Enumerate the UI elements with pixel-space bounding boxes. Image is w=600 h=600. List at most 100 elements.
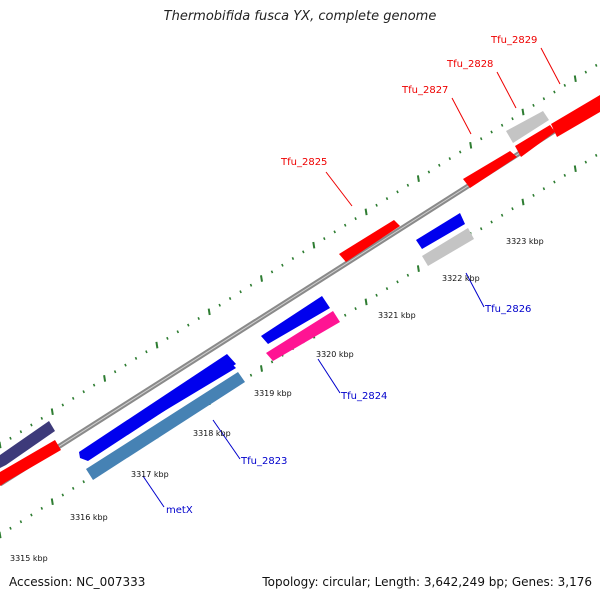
tick-minor: [61, 493, 65, 497]
tick-minor: [406, 183, 410, 187]
tick-minor: [291, 256, 295, 261]
tick-minor: [584, 70, 588, 74]
scale-label: 3320 kbp: [316, 350, 354, 359]
tick-minor: [40, 506, 44, 510]
gene-feature-tfu-2826[interactable]: [422, 228, 474, 266]
gene-label-tfu-2823[interactable]: Tfu_2823: [240, 456, 287, 467]
gene-feature-tfu-2824-blue[interactable]: [261, 296, 330, 344]
tick-major: [50, 408, 54, 416]
tick-major: [155, 341, 159, 349]
gene-feature-tfu-2823-b[interactable]: [149, 359, 236, 416]
map-title: Thermobifida fusca YX, complete genome: [163, 9, 437, 24]
tick-minor: [490, 130, 493, 134]
gene-feature-purple[interactable]: [0, 421, 55, 468]
tick-minor: [511, 207, 514, 211]
tick-minor: [500, 213, 504, 217]
tick-minor: [30, 513, 33, 517]
tick-minor: [375, 293, 378, 297]
gene-feature-metx[interactable]: [86, 372, 245, 480]
tick-major: [573, 165, 577, 173]
tick-minor: [438, 163, 441, 167]
gene-feature-tfu-2824[interactable]: [266, 311, 340, 361]
gene-label-tfu-2826[interactable]: Tfu_2826: [484, 304, 531, 315]
tick-minor: [479, 137, 483, 141]
tick-minor: [82, 480, 85, 484]
tick-major: [0, 531, 2, 539]
tick-minor: [396, 280, 399, 284]
tick-major: [260, 275, 263, 282]
tick-minor: [9, 436, 12, 440]
tick-minor: [354, 217, 357, 221]
gene-label-tfu-2828[interactable]: Tfu_2828: [446, 59, 493, 70]
tick-minor: [270, 270, 274, 274]
tick-minor: [490, 220, 493, 224]
gene-feature-tfu-2825[interactable]: [339, 220, 400, 262]
tick-minor: [385, 287, 389, 291]
scale-label: 3323 kbp: [506, 237, 544, 246]
tick-minor: [323, 237, 326, 241]
tick-major: [260, 365, 263, 372]
gene-label-tfu-2829[interactable]: Tfu_2829: [490, 35, 537, 46]
tick-minor: [30, 423, 33, 427]
gene-feature-grey-upper[interactable]: [506, 111, 549, 143]
gene-label-tfu-2824[interactable]: Tfu_2824: [340, 391, 387, 402]
tick-major: [573, 75, 577, 83]
tick-minor: [197, 316, 200, 321]
tick-minor: [479, 227, 483, 231]
gene-label-tfu-2825[interactable]: Tfu_2825: [280, 157, 327, 168]
tick-minor: [594, 63, 598, 67]
tick-minor: [542, 187, 546, 191]
tick-minor: [61, 403, 65, 407]
tick-major: [469, 141, 473, 149]
tick-minor: [354, 307, 357, 311]
label-connectors: [142, 47, 561, 508]
gene-feature-tfu-2826-blue[interactable]: [416, 213, 465, 249]
genome-summary-text: Topology: circular; Length: 3,642,249 bp…: [262, 575, 592, 589]
tick-major: [50, 498, 54, 506]
tick-minor: [239, 290, 242, 294]
tick-minor: [563, 83, 567, 87]
gene-labels: Tfu_2825 Tfu_2827 Tfu_2828 Tfu_2829 Tfu_…: [166, 35, 537, 516]
tick-minor: [448, 157, 452, 161]
tick-minor: [542, 97, 546, 101]
tick-minor: [406, 273, 410, 277]
tick-major: [207, 308, 211, 316]
tick-minor: [40, 416, 44, 420]
tick-minor: [71, 486, 75, 490]
gene-label-tfu-2827[interactable]: Tfu_2827: [401, 85, 448, 96]
tick-minor: [228, 296, 232, 301]
tick-major: [521, 108, 525, 116]
scale-label: 3322 kbp: [442, 274, 480, 283]
tick-minor: [9, 526, 12, 530]
tick-minor: [92, 383, 96, 387]
tick-major: [312, 241, 316, 249]
tick-minor: [187, 323, 190, 327]
gene-feature-tfu-2828[interactable]: [515, 125, 555, 157]
tick-major: [364, 208, 368, 216]
tick-minor: [302, 250, 305, 254]
tick-minor: [532, 193, 535, 197]
tick-minor: [458, 150, 462, 154]
tick-minor: [427, 170, 431, 174]
tick-minor: [71, 396, 75, 400]
tick-major: [521, 198, 525, 206]
scale-labels: 3315 kbp 3316 kbp 3317 kbp 3318 kbp 3319…: [10, 237, 544, 563]
gene-feature-left-upper[interactable]: [0, 440, 61, 486]
scale-label: 3315 kbp: [10, 554, 48, 563]
tick-minor: [563, 173, 567, 177]
tick-minor: [396, 190, 399, 194]
scale-label: 3316 kbp: [70, 513, 108, 522]
tick-major: [416, 175, 420, 182]
gene-label-metx[interactable]: metX: [166, 505, 193, 516]
gene-feature-tfu-2829[interactable]: [551, 95, 600, 137]
gene-features: [0, 95, 600, 486]
tick-major: [103, 375, 107, 382]
gene-feature-tfu-2827[interactable]: [463, 151, 517, 188]
tick-major: [416, 265, 420, 272]
tick-minor: [124, 363, 127, 367]
scale-label: 3317 kbp: [131, 470, 169, 479]
tick-minor: [511, 117, 514, 121]
tick-minor: [249, 283, 253, 287]
tick-minor: [532, 103, 535, 107]
